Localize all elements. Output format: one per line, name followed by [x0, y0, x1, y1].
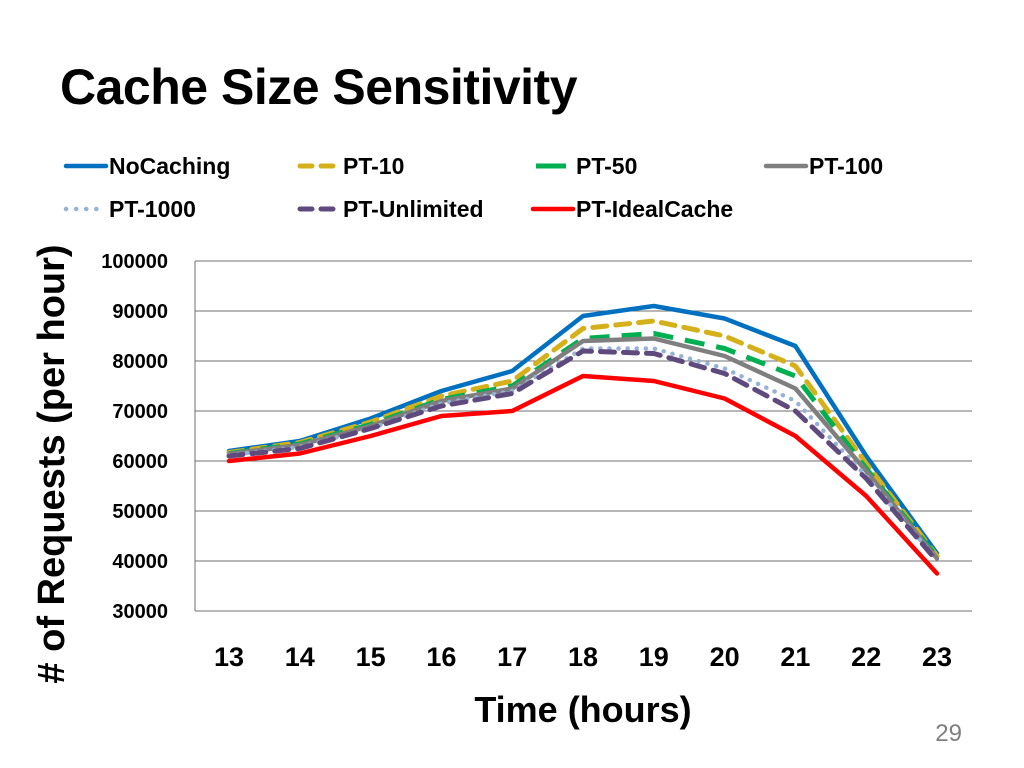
chart-legend: NoCaching PT-10 PT-50 PT-100 PT-1000 PT-Unlim… — [63, 153, 883, 222]
legend-item-pt-10: PT-10 — [297, 153, 404, 179]
x-tick-label: 14 — [285, 642, 315, 672]
x-tick-label: 23 — [922, 642, 952, 672]
x-tick-label: 19 — [639, 642, 669, 672]
legend-item-pt-unlimited: PT-Unlimited — [297, 196, 484, 222]
x-tick-label: 21 — [780, 642, 810, 672]
series-line-pt-10 — [226, 318, 940, 559]
x-tick-label: 16 — [426, 642, 456, 672]
legend-item-pt-50: PT-50 — [536, 153, 637, 179]
legend-label: PT-100 — [809, 153, 883, 179]
legend-label: PT-IdealCache — [576, 196, 733, 222]
y-tick-label: 100000 — [101, 251, 168, 273]
x-tick-label: 15 — [356, 642, 386, 672]
series-line-pt-100 — [226, 336, 940, 561]
y-tick-label: 90000 — [112, 301, 168, 323]
legend-item-pt-100: PT-100 — [763, 153, 883, 179]
x-tick-label: 20 — [710, 642, 740, 672]
chart-gridlines — [194, 260, 972, 612]
x-tick-label: 17 — [497, 642, 527, 672]
y-tick-label: 50000 — [112, 501, 168, 523]
y-tick-label: 30000 — [112, 601, 168, 623]
x-tick-label: 22 — [851, 642, 881, 672]
series-line-nocaching — [226, 303, 940, 556]
x-tick-label: 13 — [214, 642, 244, 672]
slide-title: Cache Size Sensitivity — [60, 59, 578, 115]
chart-series — [226, 303, 940, 576]
series-line-pt-idealcache — [226, 373, 940, 576]
y-axis-tick-labels: 100000 90000 80000 70000 60000 50000 40000 3000… — [101, 251, 168, 623]
legend-label: PT-1000 — [109, 196, 196, 222]
y-tick-label: 80000 — [112, 351, 168, 373]
y-tick-label: 40000 — [112, 551, 168, 573]
legend-item-pt-1000: PT-1000 — [63, 196, 196, 222]
legend-label: PT-Unlimited — [343, 196, 484, 222]
legend-label: PT-10 — [343, 153, 404, 179]
legend-item-pt-idealcache: PT-IdealCache — [530, 196, 733, 222]
y-tick-label: 70000 — [112, 401, 168, 423]
y-tick-label: 60000 — [112, 451, 168, 473]
series-line-pt-1000 — [226, 346, 940, 563]
x-axis-label: Time (hours) — [474, 689, 691, 730]
x-axis-tick-labels: 13 14 15 16 17 18 19 20 21 22 23 — [214, 642, 952, 672]
series-line-pt-unlimited — [226, 348, 940, 564]
legend-label: NoCaching — [109, 153, 230, 179]
legend-item-nocaching: NoCaching — [63, 153, 230, 179]
page-number: 29 — [935, 720, 962, 747]
x-tick-label: 18 — [568, 642, 598, 672]
legend-label: PT-50 — [576, 153, 637, 179]
y-axis-label: # of Requests (per hour) — [31, 244, 73, 683]
